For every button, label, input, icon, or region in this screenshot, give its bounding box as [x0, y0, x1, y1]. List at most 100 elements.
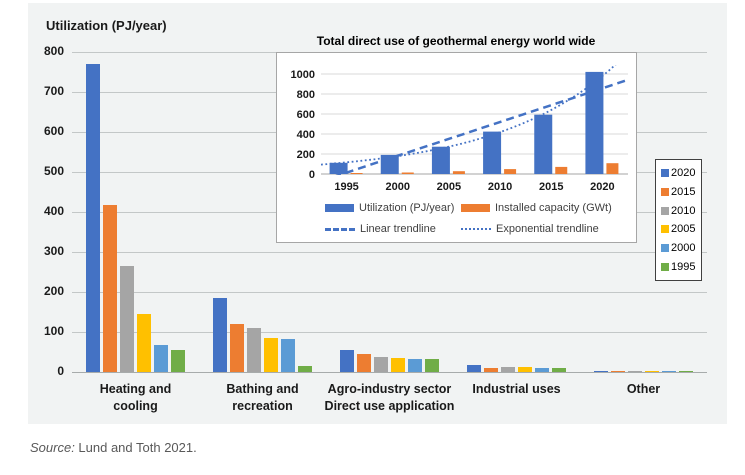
y-tick-600: 600 [43, 124, 64, 138]
inset-chart-title: Total direct use of geothermal energy wo… [316, 34, 596, 48]
category-label: Other [626, 382, 661, 396]
bar-1995 [552, 368, 566, 372]
inset-legend-label: Installed capacity (GWt) [495, 202, 612, 214]
dashed-line-sample [325, 227, 355, 231]
bar-2020 [340, 350, 354, 372]
bar-group-2 [199, 298, 326, 372]
inset-y-tick: 0 [309, 169, 315, 181]
inset-y-tick: 400 [297, 129, 315, 141]
legend-item-2020: 2020 [661, 167, 699, 179]
legend-label: 1995 [671, 260, 696, 273]
bar-2005 [264, 338, 278, 372]
gridline-0 [72, 372, 707, 373]
bar-2000 [662, 370, 676, 372]
inset-x-tick: 2010 [488, 181, 512, 193]
y-tick-400: 400 [43, 204, 64, 218]
inset-utilization-bar-2020 [585, 71, 604, 174]
inset-x-tick: 1995 [334, 181, 358, 193]
bar-2010 [501, 366, 515, 372]
bar-2015 [484, 367, 498, 372]
bar-group-4 [453, 365, 580, 372]
inset-utilization-bar-2015 [534, 114, 553, 174]
bar-2015 [230, 324, 244, 372]
bar-2000 [408, 358, 422, 372]
legend-swatch-2010 [661, 206, 669, 215]
inset-legend-label: Exponential trendline [496, 223, 599, 235]
exponential-trendline [321, 65, 617, 166]
gridline-300 [72, 252, 707, 253]
inset-capacity-bar-2000 [401, 172, 414, 174]
inset-y-tick: 200 [297, 149, 315, 161]
legend-item-2000: 2000 [661, 242, 699, 254]
bar-2020 [213, 298, 227, 372]
inset-legend-utilization: Utilization (PJ/year) [325, 202, 454, 214]
category-label: Agro-industry sector Direct use applicat… [324, 382, 455, 413]
bar-group-3 [326, 350, 453, 372]
bar-group-5 [580, 370, 707, 372]
y-tick-0: 0 [57, 364, 64, 378]
category-label: Industrial uses [472, 382, 561, 396]
bar-1995 [171, 350, 185, 372]
inset-capacity-bar-2010 [504, 169, 517, 174]
y-tick-800: 800 [43, 44, 64, 58]
inset-legend-linear-trendline: Linear trendline [325, 223, 436, 235]
inset-legend-label: Linear trendline [360, 223, 436, 235]
installed-capacity-swatch [461, 204, 490, 212]
source-prefix: Source: [30, 440, 75, 455]
y-tick-200: 200 [43, 284, 64, 298]
inset-utilization-bar-2010 [483, 131, 502, 174]
inset-chart: 1000 800 600 400 200 0 1995 2000 2005 2010 2015 202… [276, 52, 637, 243]
inset-y-tick: 600 [297, 109, 315, 121]
inset-x-tick: 2015 [539, 181, 563, 193]
legend-item-2010: 2010 [661, 205, 699, 217]
legend-swatch-2005 [661, 225, 669, 234]
inset-utilization-bar-1995 [329, 162, 348, 174]
bar-2015 [357, 354, 371, 372]
legend-label: 2015 [671, 185, 696, 198]
gridline-200 [72, 292, 707, 293]
y-tick-500: 500 [43, 164, 64, 178]
dotted-line-sample [461, 228, 491, 230]
category-label: Bathing and recreation [226, 382, 299, 413]
linear-trendline [335, 79, 626, 175]
legend-item-2005: 2005 [661, 223, 699, 235]
inset-y-tick: 1000 [291, 69, 315, 81]
source-citation: Source: Lund and Toth 2021. [30, 440, 197, 455]
legend-swatch-1995 [661, 262, 669, 271]
bar-1995 [425, 359, 439, 372]
inset-x-tick: 2020 [590, 181, 614, 193]
inset-capacity-bar-2020 [606, 163, 619, 174]
bar-2010 [120, 266, 134, 372]
bar-2005 [518, 367, 532, 372]
source-text: Lund and Toth 2021. [74, 440, 197, 455]
legend-label: 2005 [671, 223, 696, 236]
bar-2015 [103, 204, 117, 372]
inset-legend-capacity: Installed capacity (GWt) [461, 202, 612, 214]
legend-swatch-2000 [661, 243, 669, 252]
main-legend: 2020 2015 2010 2005 2000 1995 [655, 159, 702, 281]
bar-1995 [679, 371, 693, 372]
category-label: Heating and cooling [99, 382, 172, 413]
legend-item-2015: 2015 [661, 186, 699, 198]
gridline-100 [72, 332, 707, 333]
main-y-axis-title: Utilization (PJ/year) [46, 18, 167, 33]
inset-legend-exponential-trendline: Exponential trendline [461, 223, 599, 235]
inset-capacity-bar-2015 [555, 166, 568, 174]
inset-legend-label: Utilization (PJ/year) [359, 202, 455, 214]
bar-2000 [535, 367, 549, 372]
y-tick-700: 700 [43, 84, 64, 98]
bar-2010 [247, 328, 261, 372]
bar-1995 [298, 366, 312, 372]
legend-swatch-2015 [661, 187, 669, 196]
bar-2020 [86, 64, 100, 372]
bar-2015 [611, 371, 625, 372]
bar-2000 [281, 339, 295, 372]
inset-y-tick: 800 [297, 89, 315, 101]
bar-2010 [374, 356, 388, 372]
bar-2020 [467, 365, 481, 372]
y-tick-100: 100 [43, 324, 64, 338]
bar-2005 [137, 314, 151, 372]
bar-2010 [628, 371, 642, 372]
